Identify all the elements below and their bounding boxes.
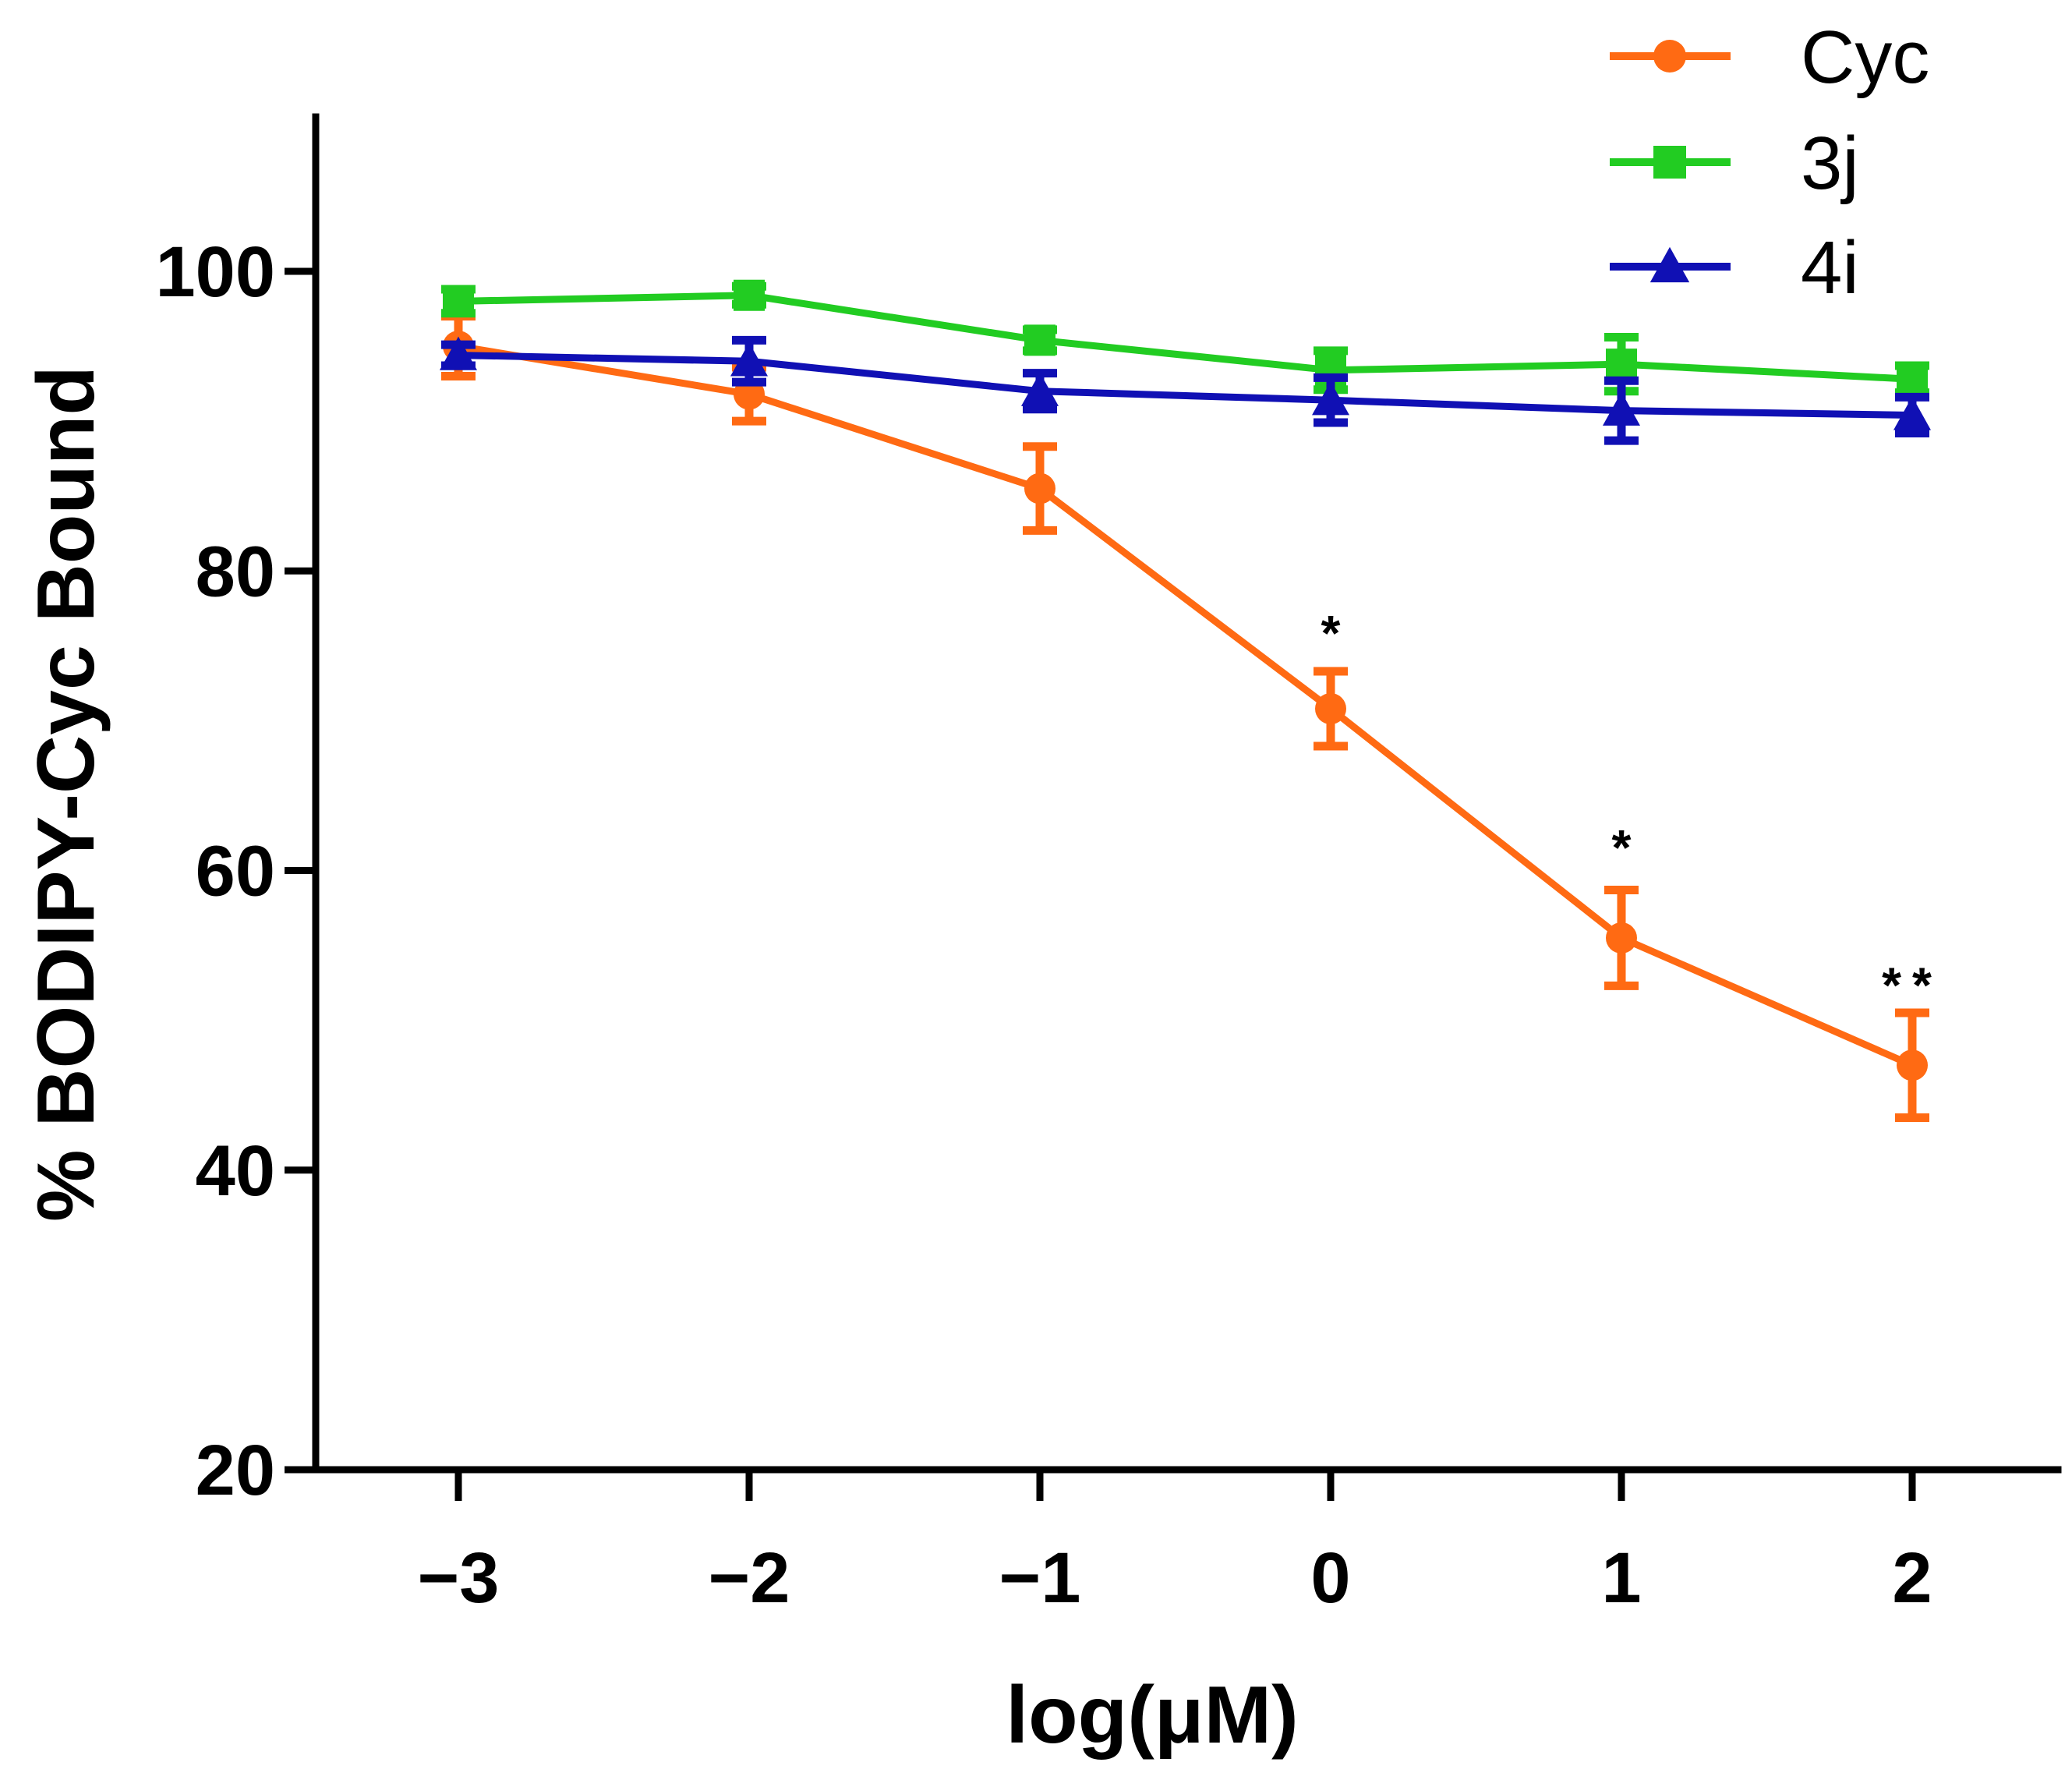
legend-label: 3j bbox=[1801, 122, 1859, 205]
y-tick-label: 20 bbox=[196, 1431, 275, 1510]
series-line-4i bbox=[458, 352, 1913, 419]
data-point-3j bbox=[443, 285, 474, 317]
legend-marker bbox=[1653, 40, 1686, 73]
legend-label: 4i bbox=[1801, 226, 1859, 310]
x-tick-label: −3 bbox=[418, 1538, 500, 1618]
series-Cyc bbox=[441, 312, 1929, 1123]
legend: Cyc 3j 4i bbox=[1610, 16, 1929, 310]
series-line-3j bbox=[458, 292, 1913, 383]
data-point-3j bbox=[734, 279, 765, 311]
data-point-4i bbox=[440, 336, 477, 370]
data-point-Cyc bbox=[1606, 922, 1637, 954]
y-ticks: 20 40 60 80 100 bbox=[156, 232, 316, 1510]
annotations-layer: **** bbox=[1321, 605, 1943, 1014]
data-point-3j bbox=[1897, 363, 1928, 395]
significance-marker: * bbox=[1612, 819, 1632, 876]
x-tick-label: 2 bbox=[1892, 1538, 1932, 1618]
x-tick-label: 0 bbox=[1310, 1538, 1350, 1618]
series-4i bbox=[440, 335, 1931, 445]
x-tick-label: 1 bbox=[1601, 1538, 1641, 1618]
y-axis-title: % BODIPY-Cyc Bound bbox=[21, 366, 111, 1222]
legend-marker bbox=[1649, 246, 1690, 283]
y-tick-label: 80 bbox=[196, 532, 275, 611]
series-layer bbox=[440, 279, 1931, 1123]
significance-marker: * bbox=[1321, 605, 1341, 661]
legend-item-3j: 3j bbox=[1610, 122, 1859, 205]
axes bbox=[312, 113, 2062, 1474]
legend-item-4i: 4i bbox=[1610, 226, 1859, 310]
y-tick-label: 100 bbox=[156, 232, 276, 312]
legend-label: Cyc bbox=[1801, 16, 1929, 99]
data-point-Cyc bbox=[1024, 472, 1055, 504]
series-line-Cyc bbox=[458, 342, 1914, 1069]
x-tick-label: −2 bbox=[709, 1538, 790, 1618]
significance-marker: ** bbox=[1882, 957, 1943, 1014]
x-ticks: −3 −2 −1 0 1 2 bbox=[418, 1470, 1932, 1618]
x-tick-label: −1 bbox=[999, 1538, 1081, 1618]
data-point-4i bbox=[1893, 396, 1931, 430]
data-point-Cyc bbox=[1897, 1049, 1928, 1081]
data-point-3j bbox=[1606, 349, 1637, 380]
series-3j bbox=[441, 279, 1929, 398]
data-point-4i bbox=[1312, 381, 1349, 416]
legend-marker bbox=[1653, 146, 1686, 179]
data-point-3j bbox=[1024, 324, 1055, 356]
legend-item-Cyc: Cyc bbox=[1610, 16, 1929, 99]
data-point-4i bbox=[730, 342, 768, 377]
y-tick-label: 60 bbox=[196, 832, 275, 911]
data-point-Cyc bbox=[1315, 693, 1346, 725]
y-tick-label: 40 bbox=[196, 1131, 275, 1211]
data-point-4i bbox=[1603, 391, 1640, 426]
x-axis-title: log(μM) bbox=[1006, 1670, 1298, 1761]
data-point-4i bbox=[1021, 372, 1059, 406]
